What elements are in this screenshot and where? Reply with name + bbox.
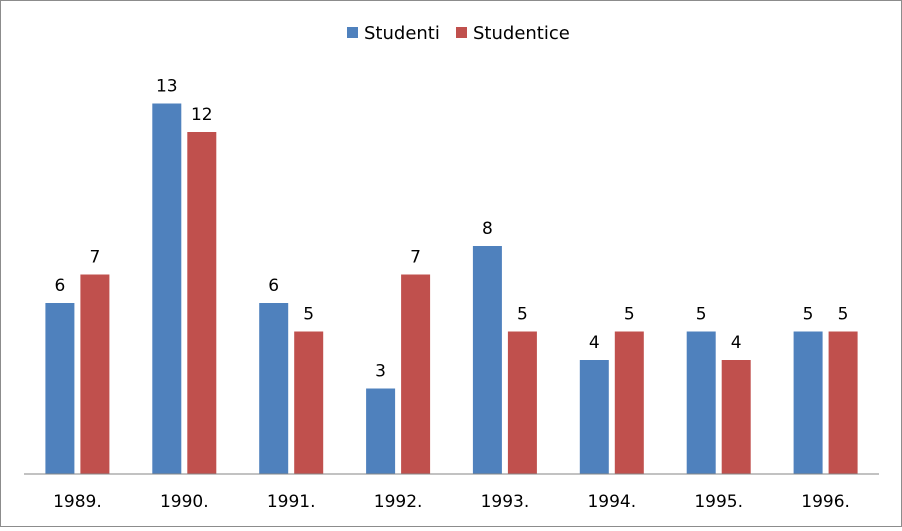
- bar-studenti-1994: [579, 360, 609, 474]
- x-tick-label-1994: 1994.: [587, 492, 636, 512]
- legend-label-studenti: Studenti: [364, 23, 440, 44]
- bar-studentice-1990: [187, 132, 217, 474]
- value-label-studentice-1995: 4: [731, 333, 742, 353]
- x-tick-label-1991: 1991.: [267, 492, 316, 512]
- bar-studentice-1991: [294, 331, 324, 474]
- legend-swatch-studentice: [456, 27, 467, 38]
- bars-group: [45, 103, 858, 474]
- value-label-studentice-1990: 12: [191, 105, 213, 125]
- x-tick-label-1989: 1989.: [53, 492, 102, 512]
- value-label-studentice-1989: 7: [89, 248, 100, 268]
- bar-studenti-1991: [259, 303, 289, 474]
- value-label-studenti-1994: 4: [589, 333, 600, 353]
- bar-studenti-1992: [366, 388, 396, 474]
- value-label-studenti-1992: 3: [375, 362, 386, 382]
- value-labels-group: 6 7 13 12 6 5 3 7 8 5 4 5 5 4 5 5: [54, 77, 848, 382]
- value-label-studenti-1990: 13: [156, 77, 178, 97]
- value-label-studenti-1995: 5: [696, 305, 707, 325]
- bar-studentice-1994: [614, 331, 644, 474]
- value-label-studentice-1993: 5: [517, 305, 528, 325]
- x-tick-label-1993: 1993.: [481, 492, 530, 512]
- value-label-studentice-1996: 5: [838, 305, 849, 325]
- x-axis-tick-labels: 1989. 1990. 1991. 1992. 1993. 1994. 1995. 1996.: [53, 492, 850, 512]
- legend-swatch-studenti: [347, 27, 358, 38]
- bar-studentice-1996: [828, 331, 858, 474]
- bar-studenti-1995: [686, 331, 716, 474]
- bar-studenti-1996: [793, 331, 823, 474]
- value-label-studenti-1991: 6: [268, 276, 279, 296]
- value-label-studentice-1992: 7: [410, 248, 421, 268]
- bar-studenti-1990: [152, 103, 182, 474]
- legend: Studenti Studentice: [347, 23, 570, 44]
- legend-label-studentice: Studentice: [473, 23, 570, 44]
- value-label-studenti-1989: 6: [54, 276, 65, 296]
- bar-studentice-1995: [721, 360, 751, 474]
- bar-studentice-1993: [507, 331, 537, 474]
- x-tick-label-1992: 1992.: [374, 492, 423, 512]
- value-label-studentice-1994: 5: [624, 305, 635, 325]
- x-tick-label-1990: 1990.: [160, 492, 209, 512]
- value-label-studentice-1991: 5: [303, 305, 314, 325]
- bar-studenti-1993: [472, 246, 502, 474]
- bar-studentice-1992: [401, 274, 431, 474]
- x-tick-label-1995: 1995.: [694, 492, 743, 512]
- x-tick-label-1996: 1996.: [801, 492, 850, 512]
- bar-studenti-1989: [45, 303, 75, 474]
- bar-studentice-1989: [80, 274, 110, 474]
- value-label-studenti-1993: 8: [482, 219, 493, 239]
- value-label-studenti-1996: 5: [803, 305, 814, 325]
